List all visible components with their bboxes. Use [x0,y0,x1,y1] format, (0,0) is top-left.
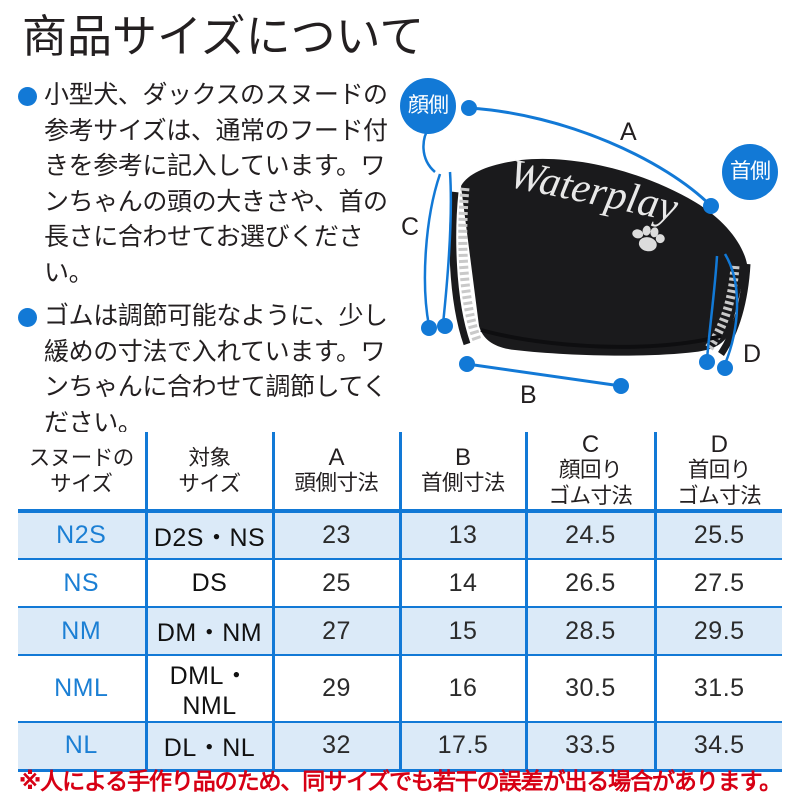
column-header-line1: 頭側寸法 [294,471,379,495]
cell-a: 32 [271,722,400,772]
cell-c: 33.5 [524,722,655,772]
column-header-line1: 顔回り [558,458,623,482]
cell-d: 31.5 [653,655,782,723]
cell-target-size: DS [144,559,273,608]
dimension-endpoint-d2 [717,360,733,376]
cell-target-size: D2S・NS [144,511,273,560]
description-list: 小型犬、ダックスのスヌードの参考サイズは、通常のフード付きを参考に記入しています… [14,78,404,449]
table-header-row: スヌードの サイズ 対象 サイズ A 頭側寸法 B 首側寸法 C [18,431,782,513]
column-header-d: D 首回り ゴム寸法 [653,431,782,513]
table-row: N2S D2S・NS 23 13 24.5 25.5 [18,511,782,560]
cell-d: 34.5 [653,722,782,772]
bullet-dot-icon [18,87,37,106]
paw-print-icon [632,225,665,252]
table-row: NML DML・NML 29 16 30.5 31.5 [18,655,782,723]
column-header-line2: サイズ [50,471,113,496]
column-header-c: C 顔回り ゴム寸法 [524,431,655,513]
cell-d: 27.5 [653,559,782,608]
cell-target-size: DL・NL [144,722,273,772]
bottom-hem [480,328,722,349]
footer-note: ※人による手作り品のため、同サイズでも若干の誤差が出る場合があります。 [18,768,782,794]
cell-a: 23 [271,511,400,560]
cell-a: 29 [271,655,400,723]
dimension-loop-d-left [705,255,719,361]
cell-c: 28.5 [524,607,655,656]
right-trim [705,265,740,351]
column-header-letter: C [581,431,600,458]
column-header-letter: B [454,444,471,471]
dimension-label-d: D [743,340,762,368]
page-title: 商品サイズについて [22,11,425,62]
column-header-line2: ゴム寸法 [548,484,633,508]
dimension-line-b [466,362,622,388]
cell-d: 25.5 [653,511,782,560]
cell-b: 16 [398,655,526,723]
column-header-line1: 対象 [188,445,231,470]
cell-b: 15 [398,607,526,656]
dimension-line-a [468,106,713,208]
dimension-label-a: A [620,118,637,146]
cell-target-size: DM・NM [144,607,273,656]
badge-face-side: 顔側 [400,78,456,134]
table-row: NL DL・NL 32 17.5 33.5 34.5 [18,722,782,772]
table-row: NS DS 25 14 26.5 27.5 [18,559,782,608]
dimension-loop-c-right [441,171,453,325]
cell-snood-size: N2S [18,511,146,560]
cell-b: 14 [398,559,526,608]
badge-neck-side: 首側 [722,144,778,200]
cell-c: 24.5 [524,511,655,560]
bullet-dot-icon [18,308,37,327]
column-header-b: B 首側寸法 [398,432,526,513]
list-item: 小型犬、ダックスのスヌードの参考サイズは、通常のフード付きを参考に記入しています… [14,78,404,291]
bullet-text: 小型犬、ダックスのスヌードの参考サイズは、通常のフード付きを参考に記入しています… [44,81,388,287]
dimension-label-b: B [520,381,537,409]
dimension-endpoint-b1 [459,356,475,372]
left-edge [449,191,471,346]
column-header-line2: ゴム寸法 [677,484,762,508]
size-table: スヌードの サイズ 対象 サイズ A 頭側寸法 B 首側寸法 C [18,432,782,772]
cell-b: 17.5 [398,722,526,772]
cell-snood-size: NS [18,559,146,608]
cell-snood-size: NM [18,607,146,656]
right-edge [718,263,751,356]
snood-illustration: Waterplay [421,100,751,394]
column-header-snood-size: スヌードの サイズ [18,432,146,513]
left-trim [458,187,482,342]
bullet-text: ゴムは調節可能なように、少し緩めの寸法で入れています。ワンちゃんに合わせて調節し… [44,302,388,437]
cell-c: 26.5 [524,559,655,608]
dimension-endpoint-c2 [437,318,453,334]
dimension-endpoint-c1 [421,320,437,336]
cell-snood-size: NML [18,655,146,723]
column-header-letter: D [710,431,728,458]
dimension-endpoint-b2 [613,378,629,394]
cell-c: 30.5 [524,655,655,723]
dimension-endpoint-a1 [461,100,477,116]
column-header-line1: スヌードの [28,445,135,470]
column-header-line2: サイズ [178,471,241,496]
cell-d: 29.5 [653,607,782,656]
list-item: ゴムは調節可能なように、少し緩めの寸法で入れています。ワンちゃんに合わせて調節し… [14,299,404,441]
cell-snood-size: NL [18,722,146,772]
cell-a: 25 [271,559,400,608]
cell-a: 27 [271,607,400,656]
column-header-a: A 頭側寸法 [271,432,400,513]
dimension-loop-d-right [723,253,739,365]
snood-body [461,158,747,356]
column-header-line1: 首回り [687,458,752,482]
column-header-target-size: 対象 サイズ [144,432,273,513]
column-header-letter: A [328,444,345,471]
dimension-endpoint-d1 [699,354,715,370]
column-header-line1: 首側寸法 [420,471,506,495]
dimension-endpoint-a2 [703,198,719,214]
cell-b: 13 [398,511,526,560]
product-diagram: Waterplay [395,68,800,428]
table-row: NM DM・NM 27 15 28.5 29.5 [18,607,782,656]
dimension-label-c: C [401,213,420,241]
cell-target-size: DML・NML [144,655,273,723]
dimension-loop-c-left [423,173,442,327]
